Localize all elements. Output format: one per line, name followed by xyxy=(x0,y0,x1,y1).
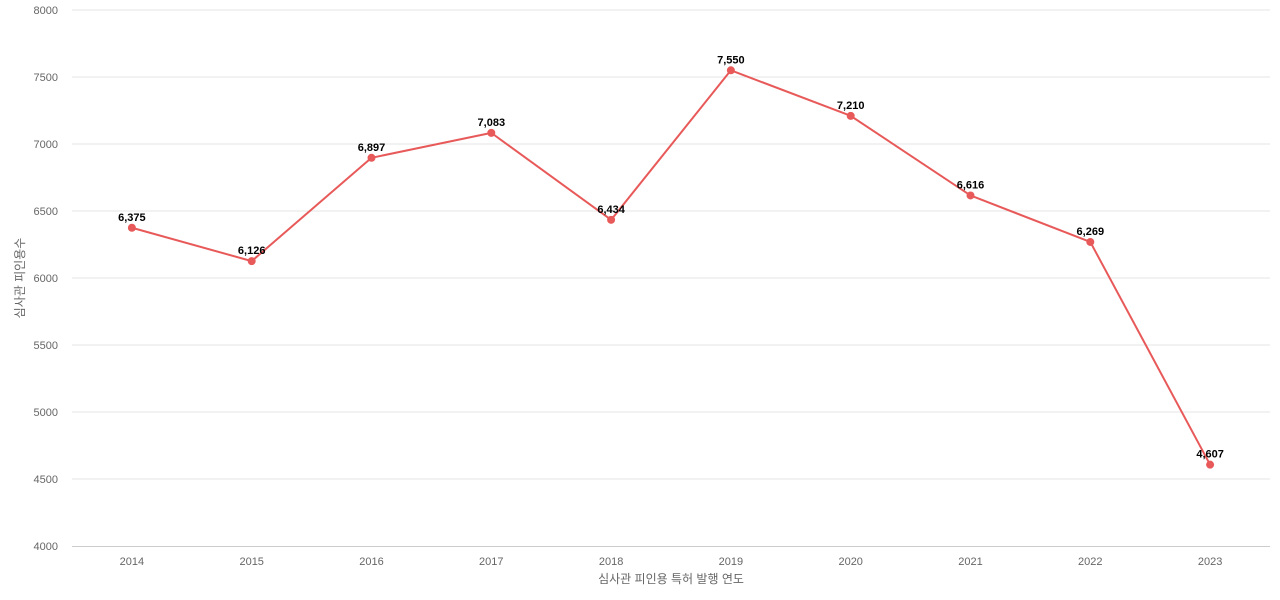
x-tick-label: 2018 xyxy=(599,556,623,568)
data-label: 6,897 xyxy=(358,142,386,154)
y-tick-label: 6000 xyxy=(34,273,58,285)
data-label: 6,126 xyxy=(238,245,266,257)
data-point[interactable] xyxy=(607,215,616,224)
data-label: 6,269 xyxy=(1077,226,1105,238)
x-tick-label: 2023 xyxy=(1198,556,1222,568)
data-point[interactable] xyxy=(487,128,496,137)
data-label: 6,375 xyxy=(118,212,146,224)
data-label: 6,434 xyxy=(597,204,625,216)
data-point[interactable] xyxy=(966,191,975,200)
data-label: 7,210 xyxy=(837,100,865,112)
data-point[interactable] xyxy=(127,223,136,232)
y-axis-title: 심사관 피인용수 xyxy=(13,238,27,319)
data-point[interactable] xyxy=(1206,460,1215,469)
y-tick-label: 7500 xyxy=(34,72,58,84)
x-tick-label: 2019 xyxy=(719,556,743,568)
data-label: 4,607 xyxy=(1196,449,1224,461)
data-point[interactable] xyxy=(367,153,376,162)
data-labels: 6,375 6,126 6,897 7,083 6,434 7,550 7,210 6,616… xyxy=(118,54,1224,460)
data-points xyxy=(127,66,1215,469)
data-label: 7,083 xyxy=(478,117,506,129)
data-label: 6,616 xyxy=(957,179,985,191)
data-label: 7,550 xyxy=(717,54,745,66)
x-axis-title: 심사관 피인용 특허 발행 연도 xyxy=(598,571,744,586)
y-tick-label: 6500 xyxy=(34,206,58,218)
x-tick-label: 2020 xyxy=(838,556,862,568)
x-axis-ticks: 2014 2015 2016 2017 2018 2019 2020 2021 2022 2023 xyxy=(120,556,1223,568)
data-point[interactable] xyxy=(1086,237,1095,246)
x-tick-label: 2017 xyxy=(479,556,503,568)
data-point[interactable] xyxy=(726,66,735,75)
data-point[interactable] xyxy=(846,111,855,120)
x-tick-label: 2022 xyxy=(1078,556,1102,568)
y-tick-label: 8000 xyxy=(34,5,58,17)
data-point[interactable] xyxy=(247,257,256,266)
y-tick-label: 7000 xyxy=(34,139,58,151)
series-line xyxy=(131,69,1211,466)
x-tick-label: 2014 xyxy=(120,556,144,568)
y-axis-ticks: 4000 4500 5000 5500 6000 6500 7000 7500 8000 xyxy=(34,5,58,553)
y-tick-label: 5000 xyxy=(34,407,58,419)
x-tick-label: 2015 xyxy=(239,556,263,568)
y-tick-label: 4000 xyxy=(34,541,58,553)
series-line-layer xyxy=(131,69,1211,466)
y-tick-label: 5500 xyxy=(34,340,58,352)
x-tick-label: 2021 xyxy=(958,556,982,568)
y-tick-label: 4500 xyxy=(34,474,58,486)
x-tick-label: 2016 xyxy=(359,556,383,568)
